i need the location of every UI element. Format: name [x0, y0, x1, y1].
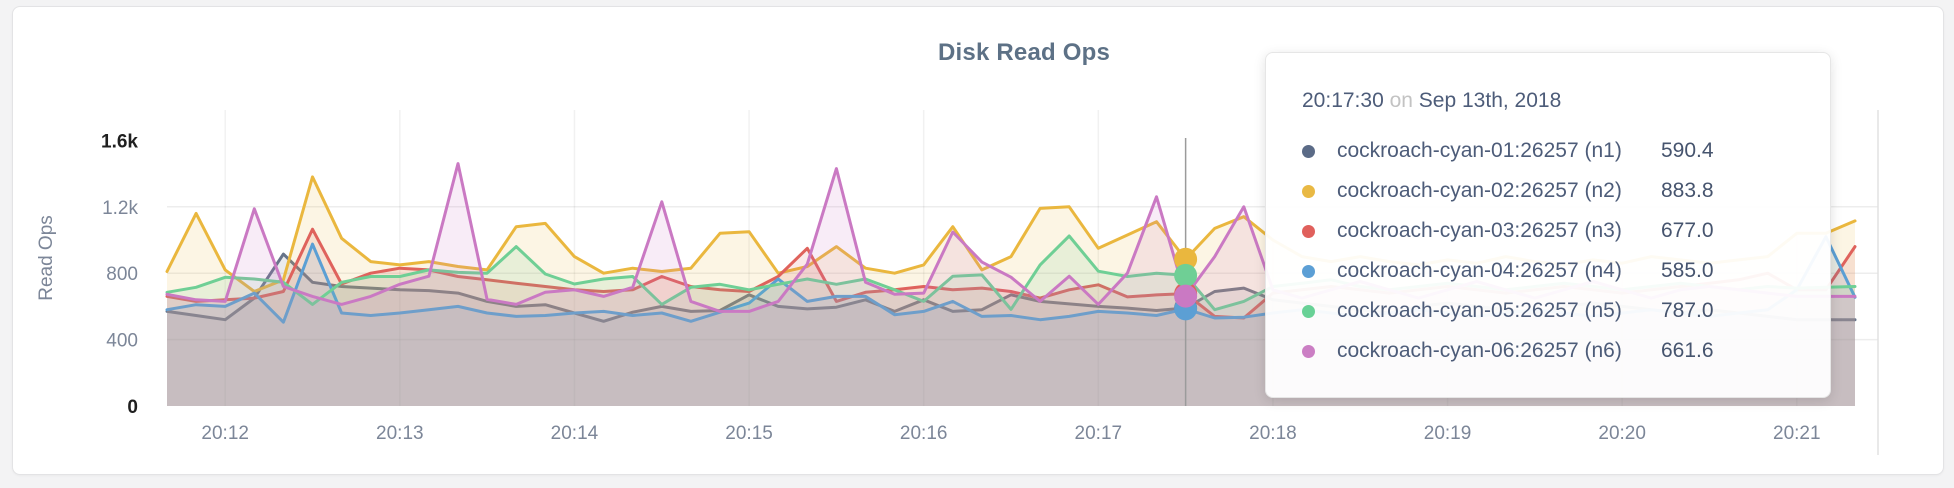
x-tick-label: 20:13: [376, 423, 424, 444]
legend-value: 661.6: [1661, 339, 1714, 362]
legend-dot-icon: [1302, 264, 1315, 278]
legend-dot-icon: [1302, 344, 1315, 358]
tooltip-time: 20:17:30: [1302, 89, 1384, 112]
legend-dot-icon: [1302, 184, 1315, 198]
x-tick-label: 20:12: [201, 423, 249, 444]
y-tick-label: 1.2k: [102, 198, 138, 219]
legend-label: cockroach-cyan-01:26257 (n1): [1337, 139, 1622, 162]
legend-value: 883.8: [1661, 179, 1714, 202]
legend-value: 590.4: [1661, 139, 1714, 162]
hover-dot-n5: [1174, 263, 1198, 287]
x-tick-label: 20:15: [725, 423, 773, 444]
legend-label: cockroach-cyan-02:26257 (n2): [1337, 179, 1622, 202]
y-axis-title: Read Ops: [36, 215, 57, 301]
hover-dot-n6: [1174, 284, 1198, 308]
legend-value: 585.0: [1661, 259, 1714, 282]
y-tick-label: 800: [106, 264, 138, 285]
y-tick-label: 1.6k: [101, 131, 138, 152]
chart-title: Disk Read Ops: [938, 39, 1110, 66]
legend-label: cockroach-cyan-04:26257 (n4): [1337, 259, 1622, 282]
legend-value: 677.0: [1661, 219, 1714, 242]
x-tick-label: 20:19: [1424, 423, 1472, 444]
tooltip-header: 20:17:30 on Sep 13th, 2018: [1302, 89, 1561, 113]
x-tick-label: 20:21: [1773, 423, 1821, 444]
legend-label: cockroach-cyan-06:26257 (n6): [1337, 339, 1622, 362]
chart-tooltip: 20:17:30 on Sep 13th, 2018 cockroach-cya…: [1265, 52, 1831, 398]
tooltip-legend: cockroach-cyan-01:26257 (n1) 590.4 cockroa…: [1302, 131, 1806, 371]
legend-dot-icon: [1302, 224, 1315, 238]
legend-value: 787.0: [1661, 299, 1714, 322]
tooltip-row: cockroach-cyan-03:26257 (n3) 677.0: [1302, 211, 1806, 251]
legend-dot-icon: [1302, 144, 1315, 158]
tooltip-row: cockroach-cyan-02:26257 (n2) 883.8: [1302, 171, 1806, 211]
x-tick-label: 20:18: [1249, 423, 1297, 444]
tooltip-conjunction: on: [1389, 89, 1413, 112]
legend-label: cockroach-cyan-03:26257 (n3): [1337, 219, 1622, 242]
tooltip-row: cockroach-cyan-01:26257 (n1) 590.4: [1302, 131, 1806, 171]
tooltip-date: Sep 13th, 2018: [1418, 89, 1562, 112]
tooltip-row: cockroach-cyan-05:26257 (n5) 787.0: [1302, 291, 1806, 331]
x-tick-label: 20:20: [1598, 423, 1646, 444]
x-tick-label: 20:16: [900, 423, 948, 444]
x-tick-label: 20:17: [1075, 423, 1123, 444]
tooltip-row: cockroach-cyan-04:26257 (n4) 585.0: [1302, 251, 1806, 291]
tooltip-row: cockroach-cyan-06:26257 (n6) 661.6: [1302, 331, 1806, 371]
y-tick-label: 400: [106, 331, 138, 352]
legend-dot-icon: [1302, 304, 1315, 318]
hover-dot-n2: [1174, 247, 1198, 271]
y-tick-label: 0: [127, 397, 138, 418]
x-tick-label: 20:14: [551, 423, 599, 444]
legend-label: cockroach-cyan-05:26257 (n5): [1337, 299, 1622, 322]
